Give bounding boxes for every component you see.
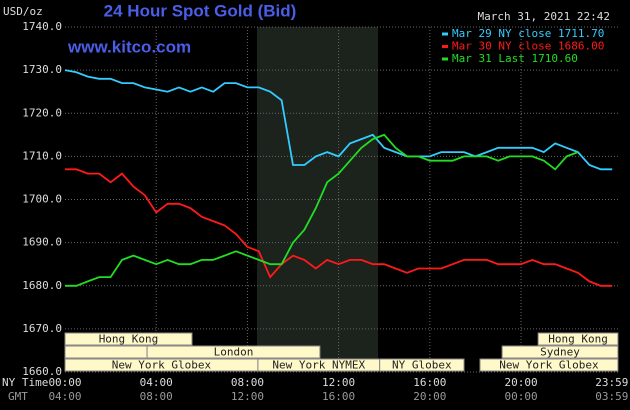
timestamp: March 31, 2021 22:42 <box>478 10 610 23</box>
session-box <box>64 345 148 359</box>
session-label: Sydney <box>540 346 580 359</box>
chart-title: 24 Hour Spot Gold (Bid) <box>104 1 297 20</box>
series-line <box>65 168 613 287</box>
session-label: London <box>214 346 254 359</box>
x-tick-label: 03:59 <box>595 390 628 403</box>
legend-label: Mar 30 NY close 1686.00 <box>452 40 604 53</box>
session-label: NY Globex <box>392 359 452 372</box>
x-tick-label: 00:00 <box>504 390 537 403</box>
plot-underlay <box>65 26 620 373</box>
session-label: Hong Kong <box>99 333 159 346</box>
series-line <box>64 69 613 171</box>
y-tick-label: 1660.0 <box>22 365 62 378</box>
x-tick-label: 04:00 <box>48 390 81 403</box>
y-tick-label: 1680.0 <box>22 279 62 292</box>
y-tick-label: 1690.0 <box>22 236 62 249</box>
x-tick-label: 20:00 <box>504 376 537 389</box>
legend-label: Mar 31 Last 1710.60 <box>452 52 578 65</box>
x-tick-label: 12:00 <box>322 376 355 389</box>
y-tick-label: 1710.0 <box>22 149 62 162</box>
session-label: New York Globex <box>499 359 599 372</box>
x-tick-label: 08:00 <box>231 376 264 389</box>
y-tick-label: 1670.0 <box>22 322 62 335</box>
watermark: www.kitco.com <box>67 37 191 56</box>
x-tick-label: 00:00 <box>48 376 81 389</box>
x-tick-label: 16:00 <box>322 390 355 403</box>
x-tick-label: 04:00 <box>140 376 173 389</box>
y-tick-label: 1720.0 <box>22 106 62 119</box>
legend-swatch <box>442 45 448 48</box>
session-box <box>64 332 193 346</box>
session-box <box>379 358 465 372</box>
x-tick-label: 08:00 <box>140 390 173 403</box>
session-box <box>501 345 619 359</box>
session-box <box>479 358 619 372</box>
series-line <box>65 133 579 287</box>
x-tick-label: 16:00 <box>413 376 446 389</box>
y-tick-label: 1700.0 <box>22 193 62 206</box>
session-label: New York NYMEX <box>272 359 365 372</box>
y-axis-label: USD/oz <box>3 5 43 18</box>
session-label: New York Globex <box>112 359 212 372</box>
x-tick-label: 23:59 <box>595 376 628 389</box>
legend-swatch <box>442 32 448 36</box>
x-row-label: GMT <box>8 390 28 403</box>
x-tick-label: 12:00 <box>231 390 264 403</box>
session-label: Hong Kong <box>548 333 608 346</box>
session-box <box>537 332 619 346</box>
y-tick-label: 1730.0 <box>22 63 62 76</box>
legend-swatch <box>442 57 448 61</box>
y-tick-label: 1740.0 <box>22 20 62 33</box>
session-box <box>146 345 321 359</box>
legend-label: Mar 29 NY close 1711.70 <box>452 27 604 40</box>
x-row-label: NY Time <box>2 376 48 389</box>
x-tick-label: 20:00 <box>413 390 446 403</box>
